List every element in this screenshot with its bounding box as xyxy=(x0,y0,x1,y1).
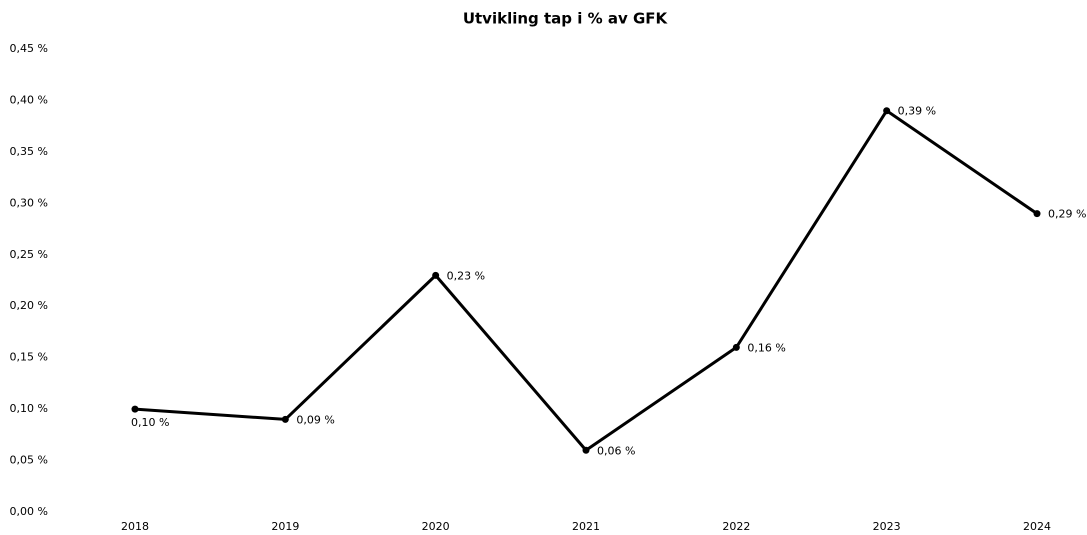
point xyxy=(732,343,740,351)
y-tick-label: 0,05 % xyxy=(10,454,48,467)
chart-title: Utvikling tap i % av GFK xyxy=(463,10,669,28)
data-label: 0,06 % xyxy=(597,444,635,457)
x-tick-label: 2022 xyxy=(722,520,750,533)
data-label: 0,29 % xyxy=(1048,208,1086,221)
line xyxy=(134,109,1038,452)
y-tick-label: 0,00 % xyxy=(10,505,48,518)
data-label: 0,09 % xyxy=(296,413,334,426)
x-tick-label: 2023 xyxy=(873,520,901,533)
point xyxy=(131,405,139,413)
data-label: 0,39 % xyxy=(898,105,936,118)
y-tick-label: 0,15 % xyxy=(10,351,48,364)
y-tick-label: 0,45 % xyxy=(10,42,48,55)
point xyxy=(883,107,891,115)
x-tick-label: 2019 xyxy=(271,520,299,533)
x-tick-label: 2021 xyxy=(572,520,600,533)
data-label: 0,16 % xyxy=(747,341,785,354)
x-tick-label: 2024 xyxy=(1023,520,1051,533)
y-tick-label: 0,30 % xyxy=(10,196,48,209)
y-tick-label: 0,35 % xyxy=(10,145,48,158)
y-tick-label: 0,20 % xyxy=(10,299,48,312)
data-label: 0,10 % xyxy=(131,416,169,429)
x-tick-label: 2018 xyxy=(121,520,149,533)
point xyxy=(1033,210,1041,218)
y-tick-label: 0,40 % xyxy=(10,93,48,106)
point xyxy=(582,446,590,454)
point xyxy=(432,271,440,279)
x-tick-label: 2020 xyxy=(422,520,450,533)
y-tick-label: 0,25 % xyxy=(10,248,48,261)
y-tick-label: 0,10 % xyxy=(10,402,48,415)
point xyxy=(281,415,289,423)
data-label: 0,23 % xyxy=(447,269,485,282)
